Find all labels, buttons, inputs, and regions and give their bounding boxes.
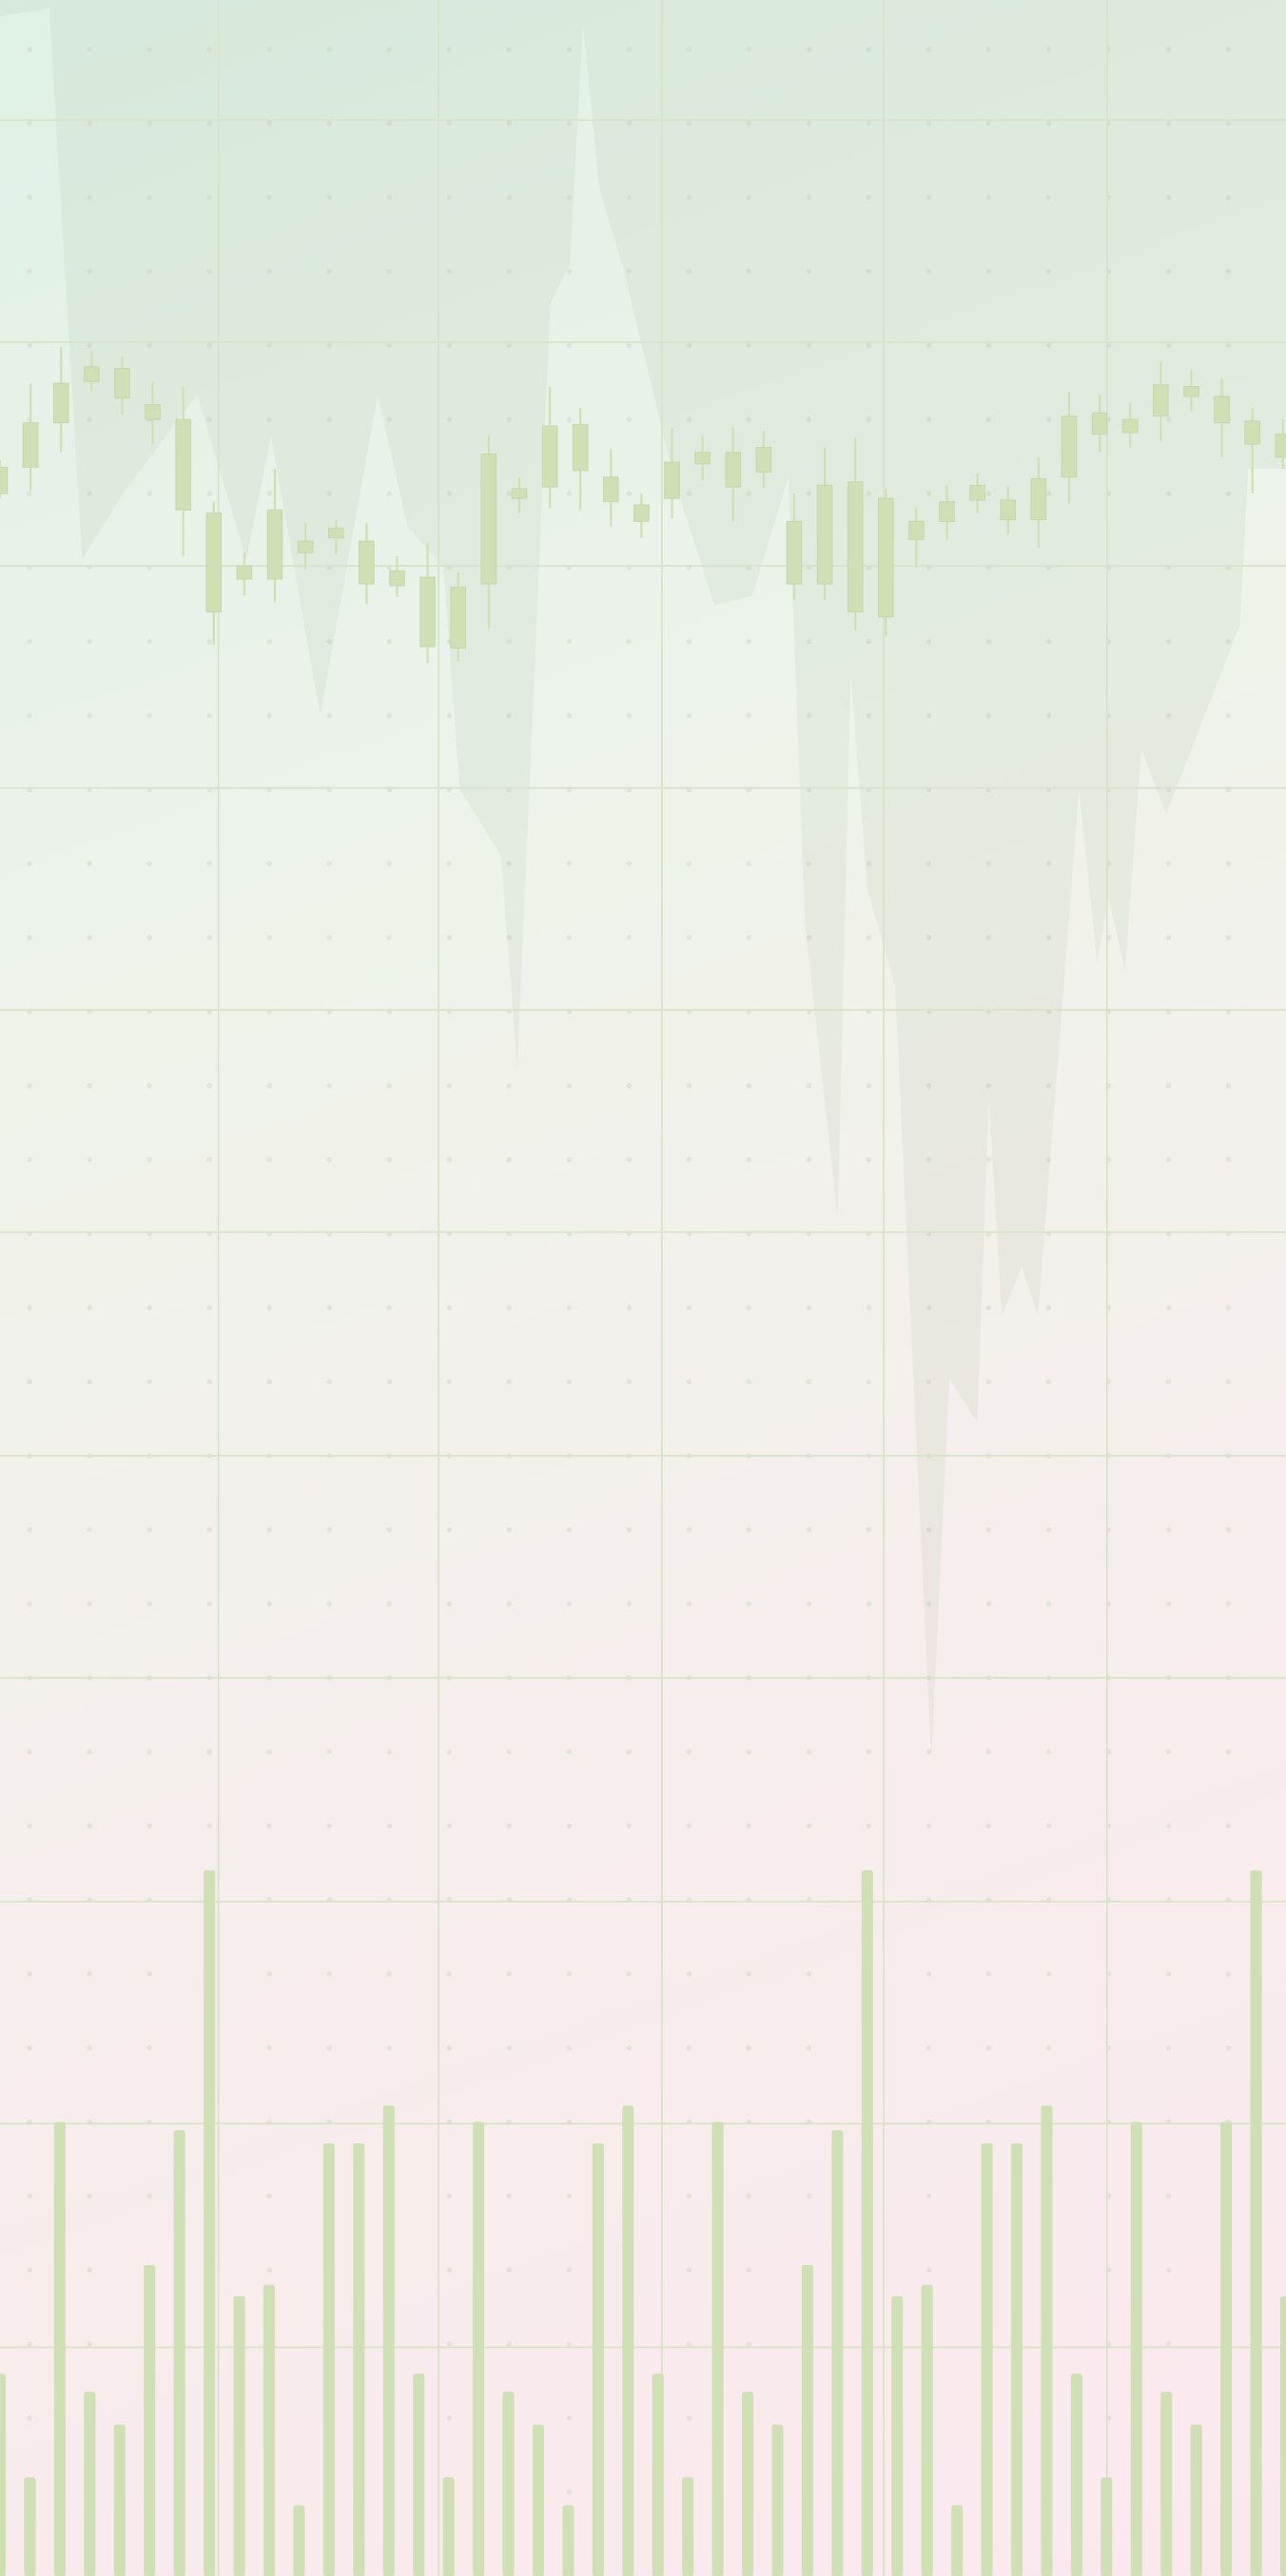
candle-body [633, 504, 650, 522]
volume-bar [532, 2424, 544, 2576]
candle-body [22, 422, 39, 468]
volume-bar [981, 2143, 993, 2576]
volume-bar [473, 2121, 485, 2576]
volume-bar [742, 2392, 754, 2576]
candle-body [541, 425, 558, 488]
candle-body [847, 481, 864, 613]
candle-body [1000, 499, 1017, 521]
candle-body [786, 520, 803, 585]
candle-body [755, 447, 772, 473]
candle-body [359, 540, 375, 585]
volume-bar [84, 2392, 96, 2576]
candle-body [1153, 384, 1169, 417]
candle-body [511, 488, 528, 499]
volume-bar [1160, 2392, 1173, 2576]
candle-body [175, 418, 191, 511]
volume-bar [113, 2424, 126, 2576]
volume-bar [711, 2121, 724, 2576]
candle-body [1183, 386, 1199, 397]
candle-body [1091, 412, 1108, 436]
volume-bar [53, 2121, 66, 2576]
candle-body [969, 484, 985, 501]
candle-body [450, 587, 466, 649]
volume-bar [1010, 2143, 1023, 2576]
candle-body [572, 423, 589, 472]
candle-body [1275, 434, 1286, 458]
volume-bar [891, 2295, 904, 2576]
candle-body [114, 367, 130, 399]
candle-body [236, 565, 253, 580]
volume-bar [1101, 2477, 1113, 2576]
volume-bar [1250, 1869, 1262, 2576]
volume-bar [263, 2284, 276, 2576]
candle-body [419, 576, 436, 648]
volume-bar [382, 2105, 395, 2576]
volume-bar [204, 1869, 216, 2576]
volume-bar [24, 2477, 36, 2576]
candle-body [327, 527, 344, 539]
candle-body [1244, 420, 1260, 445]
volume-bar [1041, 2105, 1053, 2576]
candle-body [939, 501, 955, 522]
candle-body [266, 509, 283, 580]
volume-bar [831, 2130, 844, 2576]
volume-bar [921, 2284, 933, 2576]
candle-body [602, 476, 619, 503]
volume-bar [622, 2105, 634, 2576]
candle-body [205, 513, 223, 613]
volume-bar [502, 2392, 515, 2576]
volume-bar [1130, 2121, 1142, 2576]
volume-bar [801, 2265, 813, 2576]
volume-bar [353, 2143, 365, 2576]
volume-bar [1220, 2121, 1233, 2576]
candle-body [1214, 396, 1230, 424]
candle-body [1061, 416, 1078, 478]
candle-body [664, 461, 680, 499]
candle-body [725, 452, 742, 488]
candle-body [480, 453, 497, 585]
candle-body [52, 382, 69, 424]
volume-bar [562, 2505, 575, 2576]
volume-bar [592, 2143, 604, 2576]
volume-bar [442, 2477, 455, 2576]
candle-body [145, 404, 161, 420]
volume-bar [173, 2130, 185, 2576]
background-area [0, 0, 1286, 1760]
volume-bar [1279, 2295, 1286, 2576]
volume-bar [861, 1869, 873, 2576]
candle-body [908, 520, 925, 540]
candle-body [1121, 418, 1139, 434]
volume-bar [293, 2505, 305, 2576]
candle-body [816, 484, 833, 585]
candle-body [0, 466, 9, 494]
volume-bar [144, 2265, 156, 2576]
candle-body [694, 452, 711, 465]
volume-bar [1190, 2424, 1202, 2576]
volume-bar [0, 2373, 7, 2576]
volume-bar [771, 2424, 784, 2576]
volume-bar [951, 2505, 964, 2576]
candle-body [84, 366, 100, 382]
volume-bar [233, 2295, 245, 2576]
volume-bar [682, 2477, 694, 2576]
volume-bar [1070, 2373, 1082, 2576]
candle-body [297, 540, 314, 553]
candle-body [878, 497, 894, 618]
volume-bar [413, 2373, 425, 2576]
candle-body [389, 570, 405, 587]
volume-bar [322, 2143, 335, 2576]
candle-body [1030, 477, 1047, 521]
volume-bar [652, 2373, 664, 2576]
